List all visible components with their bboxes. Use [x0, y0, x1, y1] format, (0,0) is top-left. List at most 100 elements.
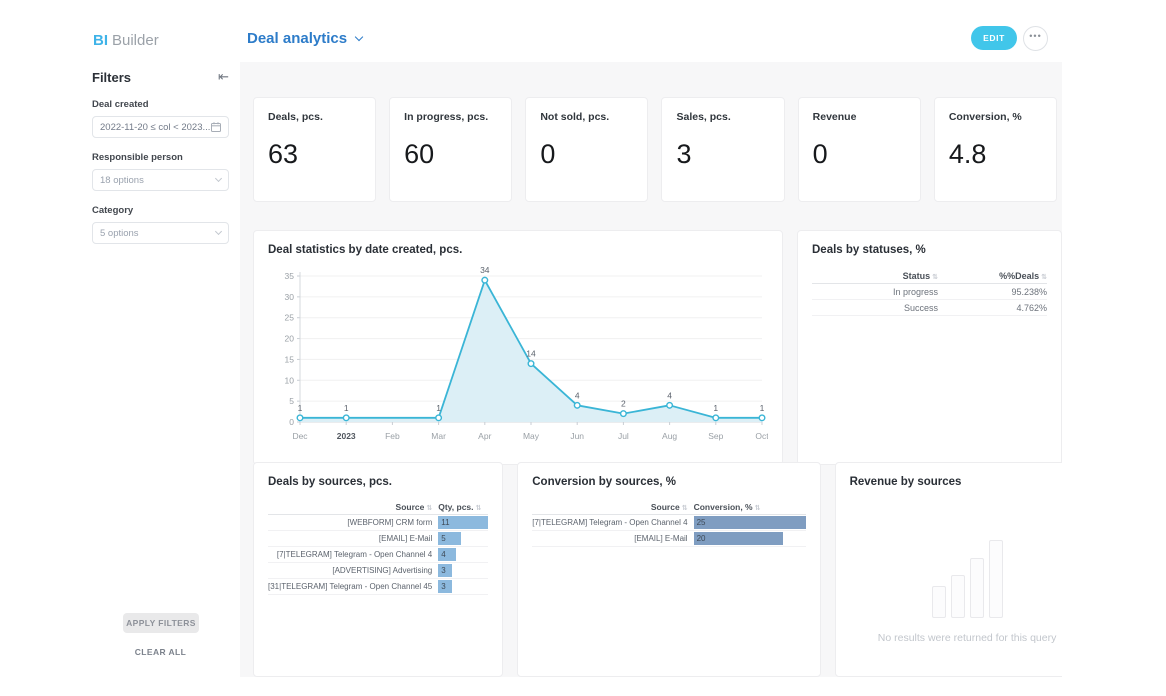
statuses-table: Status ⇅ %%Deals ⇅ In progress 95.238% Suc… — [812, 268, 1047, 316]
table-row: Success 4.762% — [812, 300, 1047, 316]
bar-track: 20 — [693, 532, 806, 545]
bar-row: [EMAIL] E-Mail 5 — [268, 531, 489, 547]
svg-text:0: 0 — [289, 417, 294, 427]
panel-title: Revenue by sources — [849, 476, 962, 488]
panel-title: Deals by sources, pcs. — [268, 476, 393, 488]
column-header-deals[interactable]: %%Deals ⇅ — [999, 270, 1047, 281]
bar: 5 — [438, 532, 461, 545]
status-cell: Success — [903, 302, 938, 313]
revenue-by-sources-panel: Revenue by sources No results were retur… — [834, 462, 1062, 677]
table-header-row: Source ⇅ Qty, pcs. ⇅ — [268, 500, 489, 515]
filter-label: Deal created — [92, 99, 149, 110]
bar-track: 3 — [438, 580, 488, 593]
kpi-value: 60 — [404, 139, 435, 169]
deal-created-date-input[interactable]: 2022-11-20 ≤ col < 2023... — [92, 116, 229, 138]
apply-filters-button[interactable]: APPLY FILTERS — [123, 613, 199, 633]
bar-row: [ADVERTISING] Advertising 3 — [268, 563, 489, 579]
column-header-status[interactable]: Status ⇅ — [902, 270, 938, 281]
bar: 4 — [438, 548, 457, 561]
svg-text:10: 10 — [285, 375, 295, 385]
chevron-down-icon — [214, 174, 223, 183]
kpi-row: Deals, pcs. 63 In progress, pcs. 60 Not … — [253, 97, 1057, 202]
kpi-card-in-progress: In progress, pcs. 60 — [389, 97, 513, 202]
empty-chart-icon — [931, 540, 1003, 618]
kpi-card-conversion: Conversion, % 4.8 — [933, 97, 1057, 202]
kpi-label: Conversion, % — [948, 111, 1022, 123]
category-select[interactable]: 5 options — [92, 222, 229, 244]
source-label: [31|TELEGRAM] Telegram - Open Channel 45 — [268, 582, 433, 591]
status-cell: In progress — [892, 286, 938, 297]
sort-icon: ⇅ — [475, 505, 482, 512]
source-label: [ADVERTISING] Advertising — [332, 566, 433, 575]
edit-button[interactable]: EDIT — [971, 26, 1017, 50]
logo-builder: Builder — [112, 32, 159, 49]
dashboard-title-dropdown[interactable]: Deal analytics — [247, 29, 364, 47]
sort-icon: ⇅ — [754, 505, 761, 512]
svg-text:35: 35 — [285, 271, 295, 281]
kpi-value: 0 — [812, 139, 828, 169]
kpi-label: Not sold, pcs. — [540, 111, 610, 123]
conversion-by-sources-panel: Conversion by sources, % Source ⇅ Convers… — [517, 462, 821, 677]
page-title: Deal analytics — [247, 29, 348, 47]
kpi-value: 3 — [676, 139, 692, 169]
responsible-person-select[interactable]: 18 options — [92, 169, 229, 191]
kpi-label: In progress, pcs. — [404, 111, 489, 123]
kpi-value: 4.8 — [948, 139, 987, 169]
svg-text:1: 1 — [760, 403, 765, 413]
column-header-source[interactable]: Source ⇅ — [395, 502, 433, 512]
bar-row: [7|TELEGRAM] Telegram - Open Channel 4 25 — [532, 515, 806, 531]
svg-text:1: 1 — [436, 403, 441, 413]
svg-text:1: 1 — [298, 403, 303, 413]
bar-row: [7|TELEGRAM] Telegram - Open Channel 4 4 — [268, 547, 489, 563]
column-header-conversion[interactable]: Conversion, % ⇅ — [693, 502, 761, 512]
svg-text:2023: 2023 — [337, 431, 356, 441]
bar: 11 — [438, 516, 489, 529]
bi-builder-app: Deal analytics EDIT ••• BI Builder Filte… — [92, 25, 1062, 677]
bar: 3 — [438, 564, 452, 577]
svg-text:Dec: Dec — [292, 431, 308, 441]
bar-track: 25 — [693, 516, 806, 529]
calendar-icon — [211, 122, 221, 132]
filter-label: Category — [92, 205, 134, 216]
source-label: [WEBFORM] CRM form — [347, 518, 433, 527]
svg-text:Feb: Feb — [385, 431, 400, 441]
column-header-qty[interactable]: Qty, pcs. ⇅ — [438, 502, 482, 512]
kpi-card-not-sold: Not sold, pcs. 0 — [525, 97, 649, 202]
empty-state-message: No results were returned for this query — [877, 632, 1057, 644]
kpi-card-sales: Sales, pcs. 3 — [661, 97, 785, 202]
bar-row: [31|TELEGRAM] Telegram - Open Channel 45… — [268, 579, 489, 595]
svg-text:34: 34 — [480, 265, 490, 275]
deal-statistics-panel: Deal statistics by date created, pcs. 0 5… — [253, 230, 783, 465]
filter-deal-created: Deal created 2022-11-20 ≤ col < 2023... — [92, 99, 229, 138]
select-value: 18 options — [100, 174, 144, 186]
table-header-row: Source ⇅ Conversion, % ⇅ — [532, 500, 806, 515]
chevron-down-icon — [214, 227, 223, 236]
filters-title: Filters — [92, 69, 132, 85]
more-options-button[interactable]: ••• — [1023, 25, 1048, 51]
svg-text:Oct: Oct — [755, 431, 768, 441]
svg-text:2: 2 — [621, 399, 626, 409]
kpi-label: Revenue — [812, 111, 857, 123]
kpi-label: Sales, pcs. — [676, 111, 731, 123]
kpi-value: 0 — [540, 139, 556, 169]
svg-text:May: May — [523, 431, 540, 441]
panel-title: Conversion by sources, % — [532, 476, 677, 488]
sort-icon: ⇅ — [681, 505, 688, 512]
svg-text:20: 20 — [285, 334, 295, 344]
table-row: In progress 95.238% — [812, 284, 1047, 300]
bar-track: 11 — [438, 516, 489, 529]
svg-text:Apr: Apr — [478, 431, 491, 441]
svg-text:5: 5 — [289, 396, 294, 406]
bar-track: 4 — [438, 548, 488, 561]
percent-cell: 4.762% — [1016, 302, 1047, 313]
bar: 20 — [693, 532, 784, 545]
svg-text:14: 14 — [526, 349, 536, 359]
bar-track: 5 — [438, 532, 488, 545]
column-header-source[interactable]: Source ⇅ — [650, 502, 688, 512]
collapse-sidebar-icon[interactable]: ⇤ — [218, 69, 229, 84]
logo-bi: BI — [93, 32, 108, 49]
kpi-card-deals: Deals, pcs. 63 — [253, 97, 377, 202]
filter-responsible-person: Responsible person 18 options — [92, 152, 229, 191]
svg-text:Sep: Sep — [708, 431, 723, 441]
clear-all-button[interactable]: CLEAR ALL — [134, 647, 187, 657]
